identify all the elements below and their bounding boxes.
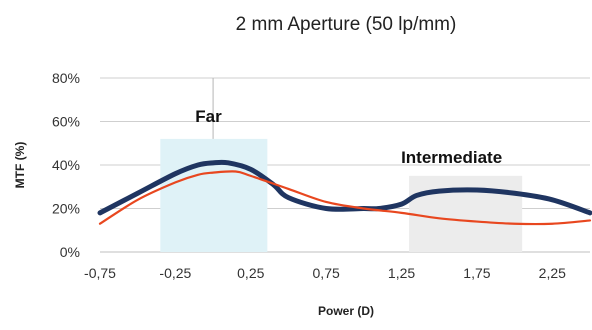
x-tick-label: -0,75 (84, 265, 116, 281)
y-tick-label: 80% (52, 70, 80, 86)
x-tick-label: 1,75 (463, 265, 490, 281)
x-tick-label: 1,25 (388, 265, 415, 281)
y-axis-title: MTF (%) (13, 142, 27, 189)
x-tick-label: 2,25 (539, 265, 566, 281)
y-tick-label: 0% (60, 244, 80, 260)
chart-title: 2 mm Aperture (50 lp/mm) (236, 14, 457, 35)
x-axis-title: Power (D) (318, 304, 374, 318)
x-tick-label: 0,75 (313, 265, 340, 281)
y-tick-label: 60% (52, 114, 80, 130)
annotation-box-1 (409, 175, 523, 252)
annotation-label-0: Far (195, 107, 222, 126)
annotation-label-1: Intermediate (401, 148, 502, 167)
y-tick-label: 40% (52, 157, 80, 173)
tick-layer: 0% 20% 40% 60% 80% -0,75 -0,25 0,25 0,75 1,25 1,75… (52, 70, 566, 281)
x-tick-label: 0,25 (237, 265, 264, 281)
annotation-box-0 (160, 138, 268, 252)
y-tick-label: 20% (52, 201, 80, 217)
series-line-1 (98, 170, 592, 226)
x-tick-label: -0,25 (159, 265, 191, 281)
series-layer (97, 159, 592, 226)
annotation-layer: Far Intermediate (160, 107, 523, 252)
series-line-0 (97, 159, 592, 216)
